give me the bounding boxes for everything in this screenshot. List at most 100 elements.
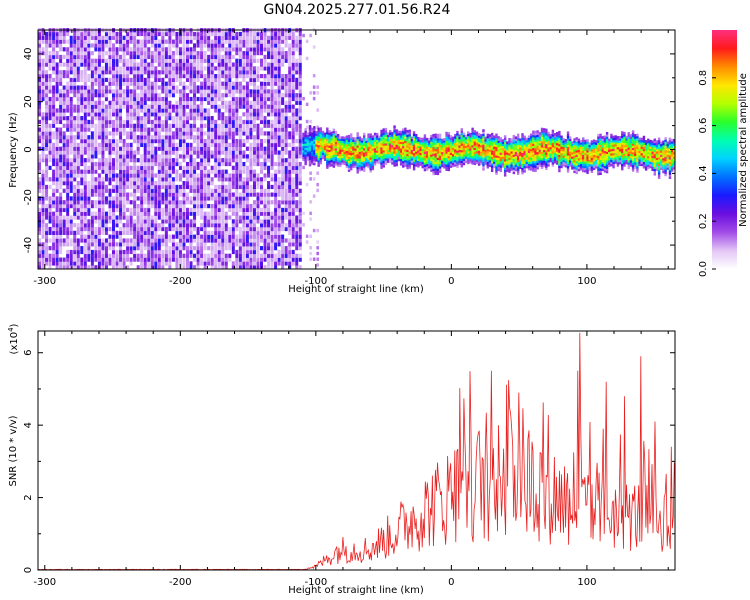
spectrogram-cell xyxy=(129,165,133,170)
spectrogram-cell xyxy=(274,35,278,40)
spectrogram-cell xyxy=(157,188,161,193)
spectrogram-cell xyxy=(249,184,253,190)
spectrogram-cell xyxy=(119,184,123,190)
spectrogram-cell xyxy=(196,135,200,140)
spectrogram-cell xyxy=(334,139,338,143)
spectrogram-cell xyxy=(210,253,214,258)
spectrogram-cell xyxy=(112,43,115,48)
spectrogram-cell xyxy=(298,265,302,270)
spectrogram-cell xyxy=(59,169,63,174)
spectrogram-cell xyxy=(150,119,154,125)
spectrogram-cell xyxy=(288,203,292,209)
spectrogram-cell xyxy=(352,145,355,149)
spectrogram-cell xyxy=(45,207,49,213)
spectrogram-cell xyxy=(308,137,312,141)
spectrogram-cell xyxy=(136,207,140,213)
spectrogram-cell xyxy=(41,112,45,117)
spectrogram-cell xyxy=(189,35,193,40)
spectrogram-cell xyxy=(203,73,207,79)
spectrogram-cell xyxy=(48,215,52,220)
spectrogram-cell xyxy=(189,62,193,67)
spectrogram-cell xyxy=(62,142,66,148)
spectrogram-cell xyxy=(245,257,249,262)
spectrogram-cell xyxy=(224,93,228,98)
spectrogram-cell xyxy=(55,200,59,205)
spectrogram-cell xyxy=(224,188,228,193)
spectrogram-cell xyxy=(189,39,193,44)
spectrogram-cell xyxy=(277,215,281,220)
spectrogram-cell xyxy=(87,119,91,125)
spectrogram-cell xyxy=(391,140,394,144)
spectrogram-cell xyxy=(186,184,189,190)
spectrogram-cell xyxy=(352,165,355,168)
spectrogram-cell xyxy=(393,127,396,131)
spectrogram-cell xyxy=(288,161,292,167)
spectrogram-cell xyxy=(126,39,130,44)
spectrogram-cell xyxy=(112,211,115,216)
spectrogram-cell xyxy=(295,112,299,117)
spectrogram-cell xyxy=(161,169,165,174)
spectrogram-cell xyxy=(291,43,295,48)
spectrogram-cell xyxy=(228,112,232,117)
spectrogram-cell xyxy=(252,181,256,186)
spectrogram-cell xyxy=(221,131,225,136)
spectrogram-cell xyxy=(76,119,80,125)
spectrogram-cell xyxy=(90,77,94,82)
spectrogram-cell xyxy=(83,253,87,258)
spectrogram-cell xyxy=(319,159,323,163)
spectrogram-cell xyxy=(97,62,101,67)
spectrogram-cell xyxy=(178,192,182,197)
spectrogram-cell xyxy=(94,165,98,170)
spectrogram-cell xyxy=(304,156,307,159)
spectrogram-cell xyxy=(221,66,225,71)
spectrogram-cell xyxy=(231,184,235,190)
spectrogram-cell xyxy=(150,257,154,262)
spectrogram-cell xyxy=(281,161,285,167)
spectrogram-cell xyxy=(161,242,165,247)
spectrogram-cell xyxy=(171,142,175,148)
spectrogram-cell xyxy=(90,73,94,79)
spectrogram-cell xyxy=(193,234,197,239)
spectrogram-cell xyxy=(349,148,353,152)
spectrogram-cell xyxy=(147,192,151,197)
spectrogram-cell xyxy=(384,134,388,137)
spectrogram-cell xyxy=(245,169,249,174)
spectrogram-cell xyxy=(231,226,235,232)
spectrogram-cell xyxy=(315,141,318,145)
spectrogram-cell xyxy=(373,149,377,153)
spectrogram-cell xyxy=(140,85,144,90)
spectrogram-cell xyxy=(270,173,274,178)
spectrogram-cell xyxy=(323,143,327,146)
spectrogram-cell xyxy=(298,70,302,75)
spectrogram-cell xyxy=(69,177,73,182)
spectrogram-cell xyxy=(168,207,172,213)
spectrogram-cell xyxy=(242,154,246,159)
spectrogram-cell xyxy=(94,181,98,186)
spectrogram-cell xyxy=(341,155,344,159)
spectrogram-cell xyxy=(182,226,186,232)
spectrogram-cell xyxy=(228,230,232,235)
spectrogram-cell xyxy=(231,93,235,98)
spectrogram-cell xyxy=(235,58,239,63)
spectrogram-cell xyxy=(245,112,249,117)
spectrogram-cell xyxy=(126,119,130,125)
spectrogram-cell xyxy=(267,146,271,151)
spectrogram-cell xyxy=(175,207,179,213)
spectrogram-cell xyxy=(291,161,295,167)
spectrogram-cell xyxy=(66,62,70,67)
spectrogram-cell xyxy=(147,154,151,159)
spectrogram-cell xyxy=(315,131,318,134)
spectrogram-cell xyxy=(245,127,249,132)
spectrogram-cell xyxy=(274,203,278,209)
spectrogram-cell xyxy=(245,131,249,136)
spectrogram-cell xyxy=(122,35,126,40)
spectrogram-cell xyxy=(101,81,105,86)
spectrogram-cell xyxy=(238,70,242,75)
spectrogram-cell xyxy=(404,159,407,163)
spectrogram-cell xyxy=(175,253,179,258)
spectrogram-cell xyxy=(382,154,385,157)
spectrogram-cell xyxy=(83,207,87,213)
spectrogram-cell xyxy=(260,226,263,232)
spectrogram-cell xyxy=(189,73,193,79)
spectrogram-cell xyxy=(182,181,186,186)
